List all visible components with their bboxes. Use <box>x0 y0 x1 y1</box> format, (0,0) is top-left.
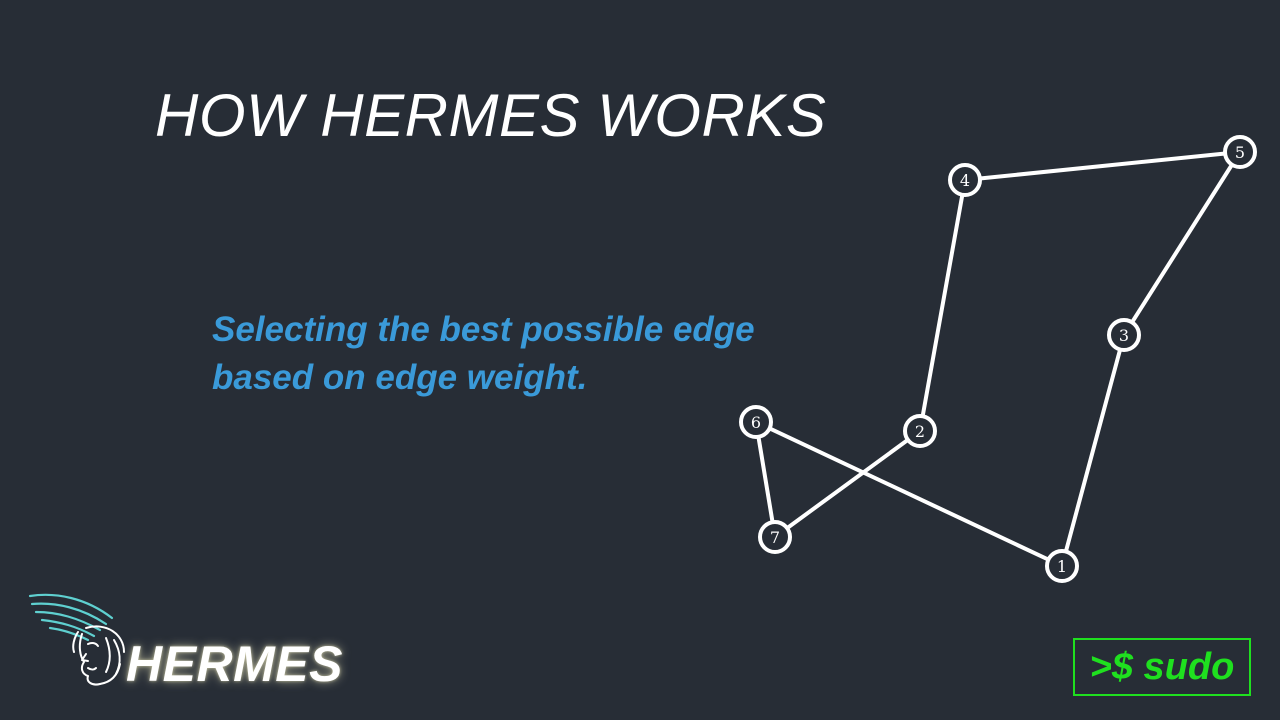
graph-edges <box>754 150 1242 568</box>
graph-node-1: 1 <box>1045 549 1079 583</box>
graph-edge-1-3 <box>1060 333 1126 568</box>
graph-node-circle <box>948 163 982 197</box>
graph-node-circle <box>903 414 937 448</box>
graph-edge-6-1 <box>754 420 1064 568</box>
graph-edge-5-4 <box>963 150 1242 182</box>
subtitle-line-2: based on edge weight. <box>212 358 588 397</box>
graph-node-label: 3 <box>1119 326 1129 345</box>
hermes-winged-helmet-icon <box>28 593 125 686</box>
graph-node-circle <box>1045 549 1079 583</box>
slide-title: HOW HERMES WORKS <box>155 82 827 149</box>
graph-node-circle <box>739 405 773 439</box>
graph-node-circle <box>1107 318 1141 352</box>
graph-node-label: 6 <box>751 413 761 432</box>
graph-edge-3-5 <box>1122 150 1242 337</box>
sudo-badge-text: >$ sudo <box>1089 645 1235 688</box>
graph-node-3: 3 <box>1107 318 1141 352</box>
graph-node-6: 6 <box>739 405 773 439</box>
sudo-badge: >$ sudo <box>1073 638 1251 696</box>
graph-node-label: 7 <box>770 528 780 547</box>
graph-edge-2-7 <box>773 429 922 539</box>
brand-name: HERMES <box>126 636 343 692</box>
graph-node-label: 2 <box>915 422 925 441</box>
hermes-brand: HERMES <box>26 588 356 698</box>
slide-subtitle: Selecting the best possible edge based o… <box>212 306 755 402</box>
subtitle-line-1: Selecting the best possible edge <box>212 310 755 349</box>
graph-node-4: 4 <box>948 163 982 197</box>
graph-node-5: 5 <box>1223 135 1257 169</box>
graph-node-label: 5 <box>1235 143 1245 162</box>
graph-edge-4-2 <box>918 178 967 433</box>
graph-node-2: 2 <box>903 414 937 448</box>
graph-node-label: 4 <box>960 171 970 190</box>
graph-node-7: 7 <box>758 520 792 554</box>
graph-node-circle <box>758 520 792 554</box>
graph-node-circle <box>1223 135 1257 169</box>
graph-nodes: 1 2 3 4 5 6 7 <box>739 135 1257 583</box>
graph-node-label: 1 <box>1057 557 1067 576</box>
graph-edge-7-6 <box>754 420 777 539</box>
